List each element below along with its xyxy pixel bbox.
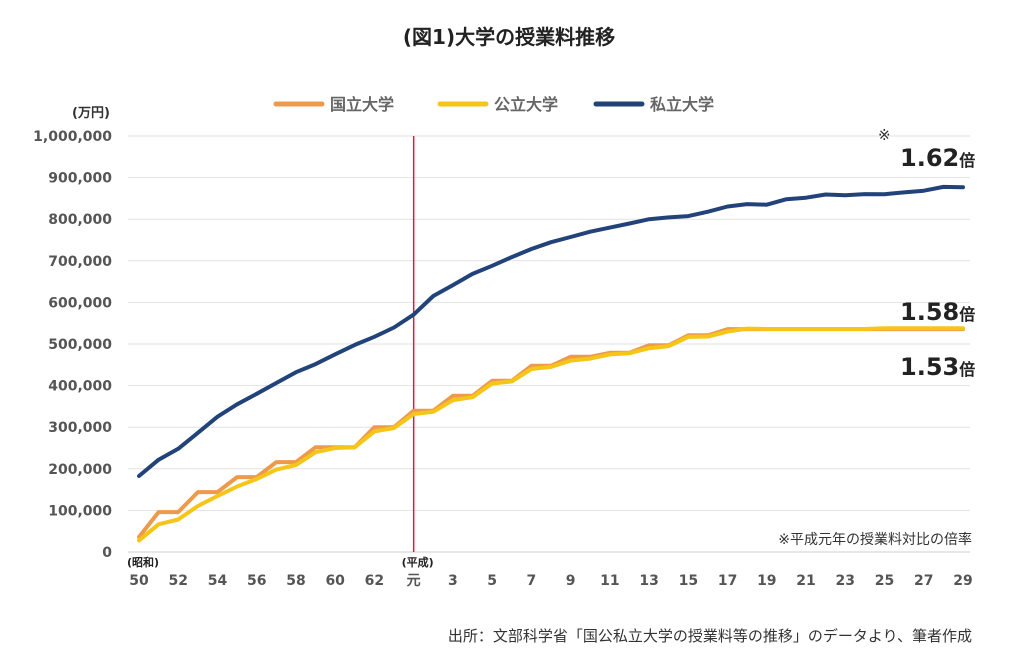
era-labels: (昭和) (平成) bbox=[127, 555, 434, 569]
ratio-suffix: 倍 bbox=[959, 360, 975, 379]
y-tick-label: 0 bbox=[102, 545, 112, 561]
x-tick-label: 52 bbox=[168, 573, 187, 589]
y-tick-label: 100,000 bbox=[48, 503, 112, 519]
source-note: 出所：文部科学省「国公私立大学の授業料等の推移」のデータより、筆者作成 bbox=[448, 627, 972, 645]
x-tick-label: 29 bbox=[953, 573, 972, 589]
series-lines bbox=[137, 184, 965, 543]
era-label: (昭和) bbox=[127, 555, 159, 569]
x-tick-label: 21 bbox=[796, 573, 815, 589]
legend: 国立大学 公立大学 私立大学 bbox=[273, 95, 714, 114]
series-line bbox=[137, 184, 965, 478]
x-tick-label: 58 bbox=[286, 573, 305, 589]
x-tick-label: 27 bbox=[914, 573, 933, 589]
chart-title: (図1)大学の授業料推移 bbox=[403, 25, 615, 49]
y-axis-tick-labels: 0 100,000 200,000 300,000 400,000 500,000 600,… bbox=[33, 129, 112, 561]
x-tick-label: 23 bbox=[836, 573, 855, 589]
x-tick-label: 11 bbox=[600, 573, 619, 589]
ratio-annotation: 1.53倍 bbox=[900, 353, 975, 381]
annotation-asterisk: ※ bbox=[878, 126, 891, 144]
x-tick-label: 17 bbox=[718, 573, 737, 589]
series-line bbox=[137, 327, 965, 539]
legend-label: 公立大学 bbox=[494, 95, 558, 114]
x-tick-label: 62 bbox=[365, 573, 384, 589]
era-label: (平成) bbox=[402, 555, 434, 569]
x-tick-label: 3 bbox=[448, 573, 458, 589]
y-tick-label: 200,000 bbox=[48, 462, 112, 478]
y-tick-label: 600,000 bbox=[48, 295, 112, 311]
legend-label: 国立大学 bbox=[330, 95, 394, 114]
x-tick-label: 13 bbox=[639, 573, 658, 589]
x-tick-label: 60 bbox=[325, 573, 345, 589]
x-tick-label: 56 bbox=[247, 573, 266, 589]
legend-label: 私立大学 bbox=[650, 95, 714, 114]
x-tick-label: 元 bbox=[407, 573, 421, 589]
ratio-annotations: ※ 1.62倍 1.58倍 1.53倍 bbox=[878, 126, 975, 381]
y-tick-label: 1,000,000 bbox=[33, 129, 112, 145]
x-tick-label: 7 bbox=[527, 573, 537, 589]
y-tick-label: 400,000 bbox=[48, 379, 112, 395]
x-tick-label: 25 bbox=[875, 573, 894, 589]
ratio-footnote: ※平成元年の授業料対比の倍率 bbox=[778, 531, 972, 548]
x-tick-label: 15 bbox=[679, 573, 698, 589]
ratio-suffix: 倍 bbox=[959, 151, 975, 170]
y-tick-label: 500,000 bbox=[48, 337, 112, 353]
x-tick-label: 54 bbox=[208, 573, 228, 589]
x-tick-label: 9 bbox=[566, 573, 576, 589]
x-axis-tick-labels: 50 52 54 56 58 60 62 元 3 5 7 9 11 13 15 17 19 21 23 25 27 29 bbox=[129, 573, 972, 589]
y-tick-label: 800,000 bbox=[48, 212, 112, 228]
y-tick-label: 900,000 bbox=[48, 171, 112, 187]
x-tick-label: 19 bbox=[757, 573, 776, 589]
y-axis-unit-label: (万円) bbox=[72, 106, 110, 121]
gridlines bbox=[128, 135, 970, 553]
x-tick-label: 5 bbox=[487, 573, 497, 589]
ratio-annotation: 1.58倍 bbox=[900, 298, 975, 326]
ratio-annotation: 1.62倍 bbox=[900, 144, 975, 172]
y-tick-label: 700,000 bbox=[48, 254, 112, 270]
x-tick-label: 50 bbox=[129, 573, 149, 589]
ratio-suffix: 倍 bbox=[959, 305, 975, 324]
series-line bbox=[137, 326, 965, 543]
y-tick-label: 300,000 bbox=[48, 420, 112, 436]
